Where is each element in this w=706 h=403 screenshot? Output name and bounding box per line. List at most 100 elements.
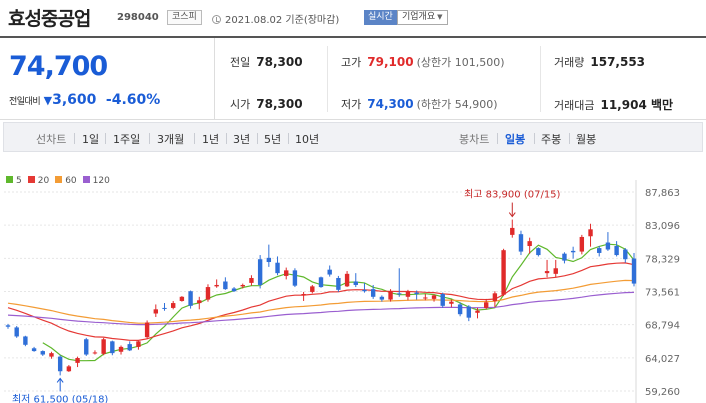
candle-body bbox=[492, 293, 498, 301]
y-tick-label: 73,561 bbox=[645, 288, 680, 299]
tab-10y[interactable]: 10년 bbox=[295, 133, 320, 146]
candle-body bbox=[257, 259, 263, 285]
realtime-button[interactable]: 실시간 bbox=[364, 10, 397, 25]
candle-body bbox=[562, 253, 567, 261]
y-tick-label: 64,027 bbox=[645, 354, 680, 365]
candle-body bbox=[75, 358, 80, 363]
candlestick-chart: 87,863 83,096 78,329 73,561 68,794 64,027 59,2… bbox=[4, 180, 680, 403]
candle-body bbox=[292, 270, 298, 286]
volume: 거래량 157,553 bbox=[554, 54, 645, 70]
y-tick-label: 68,794 bbox=[645, 321, 680, 332]
open-label: 시가 bbox=[230, 98, 251, 111]
legend-swatch bbox=[55, 176, 63, 183]
chart-legend: 5 20 60 120 bbox=[6, 176, 110, 186]
tab-daily[interactable]: 일봉 bbox=[505, 133, 526, 146]
upper-limit: (상한가 101,500) bbox=[416, 56, 505, 69]
candle-body bbox=[223, 281, 228, 290]
candle-body bbox=[623, 249, 628, 260]
prev-close: 전일 78,300 bbox=[230, 54, 303, 70]
candle-body bbox=[284, 270, 289, 276]
tab-5y[interactable]: 5년 bbox=[264, 133, 282, 146]
divider bbox=[257, 133, 258, 144]
candle-body bbox=[301, 294, 306, 296]
candle-body bbox=[527, 241, 532, 247]
high-label: 고가 bbox=[341, 56, 362, 69]
candle-body bbox=[205, 287, 211, 300]
stock-code: 298040 bbox=[117, 12, 159, 23]
current-price: 74,700 bbox=[9, 51, 108, 82]
candle-body bbox=[388, 291, 393, 300]
candle-body bbox=[84, 339, 89, 355]
volume-label: 거래량 bbox=[554, 56, 585, 69]
divider bbox=[194, 133, 195, 144]
divider bbox=[226, 133, 227, 144]
candle-body bbox=[153, 309, 159, 314]
candle-body bbox=[510, 227, 515, 235]
candle-body bbox=[240, 284, 245, 287]
price-summary: 74,700 전일대비 ▼3,600 -4.60% 전일 78,300 시가 78,… bbox=[0, 36, 706, 120]
tab-monthly[interactable]: 월봉 bbox=[576, 133, 597, 146]
candle-body bbox=[49, 353, 54, 357]
ma120-line bbox=[7, 291, 635, 326]
ma5-line bbox=[42, 243, 635, 362]
candle-body bbox=[110, 341, 115, 354]
current-price-panel: 74,700 전일대비 ▼3,600 -4.60% bbox=[0, 38, 215, 120]
candle-body bbox=[597, 248, 602, 253]
candle-body bbox=[101, 339, 106, 354]
clock-icon bbox=[212, 15, 221, 24]
candle-body bbox=[423, 297, 428, 299]
candle-body bbox=[536, 248, 541, 256]
candle-chart-label: 봉차트 bbox=[459, 133, 490, 146]
candle-body bbox=[449, 301, 454, 304]
low-price: 저가 74,300 (하한가 54,900) bbox=[341, 96, 498, 112]
candle-body bbox=[605, 242, 611, 250]
lower-limit: (하한가 54,900) bbox=[416, 98, 498, 111]
candle-body bbox=[544, 271, 550, 274]
divider bbox=[327, 46, 328, 112]
tab-1y[interactable]: 1년 bbox=[202, 133, 220, 146]
tab-3m[interactable]: 3개월 bbox=[157, 133, 185, 146]
legend-label: 60 bbox=[65, 176, 77, 186]
company-info-dropdown[interactable]: 기업개요 ▼ bbox=[397, 10, 448, 25]
price-change: 전일대비 ▼3,600 -4.60% bbox=[9, 92, 160, 108]
y-tick-label: 87,863 bbox=[645, 188, 680, 199]
candle-body bbox=[5, 325, 11, 327]
candle-body bbox=[162, 307, 167, 309]
market-badge: 코스피 bbox=[167, 10, 202, 25]
candle-body bbox=[379, 296, 385, 300]
candle-body bbox=[92, 352, 98, 354]
candle-body bbox=[144, 322, 150, 338]
candle-body bbox=[170, 303, 176, 308]
candle-body bbox=[553, 268, 558, 274]
trade-amount: 거래대금 11,904 백만 bbox=[554, 96, 673, 113]
candle-body bbox=[588, 229, 593, 237]
min-arrow-head bbox=[56, 377, 64, 383]
tab-1w[interactable]: 1주일 bbox=[113, 133, 141, 146]
candle-body bbox=[336, 278, 341, 290]
candle-body bbox=[614, 246, 619, 256]
divider bbox=[74, 133, 75, 144]
candle-body bbox=[136, 341, 141, 347]
tab-3y[interactable]: 3년 bbox=[233, 133, 251, 146]
candle-body bbox=[466, 306, 472, 318]
change-label: 전일대비 bbox=[9, 97, 41, 107]
legend-label: 20 bbox=[37, 176, 50, 186]
legend-swatch bbox=[6, 176, 13, 183]
candle-body bbox=[327, 269, 332, 275]
y-tick-label: 78,329 bbox=[645, 254, 680, 265]
divider bbox=[288, 133, 289, 144]
tab-1d[interactable]: 1일 bbox=[82, 133, 100, 146]
tab-weekly[interactable]: 주봉 bbox=[541, 133, 562, 146]
open-value: 78,300 bbox=[256, 97, 303, 111]
company-info-label: 기업개요 bbox=[402, 12, 436, 22]
candle-body bbox=[579, 236, 585, 252]
ma60-line bbox=[7, 279, 635, 324]
volume-value: 157,553 bbox=[590, 55, 646, 69]
base-date: 2021.08.02 기준(장마감) bbox=[212, 11, 339, 26]
legend-swatch bbox=[27, 176, 35, 183]
base-date-text: 2021.08.02 기준(장마감) bbox=[225, 15, 340, 26]
candle-body bbox=[214, 284, 219, 287]
change-value: 3,600 bbox=[52, 92, 97, 108]
amount-value: 11,904 백만 bbox=[600, 98, 674, 112]
divider bbox=[149, 133, 150, 144]
